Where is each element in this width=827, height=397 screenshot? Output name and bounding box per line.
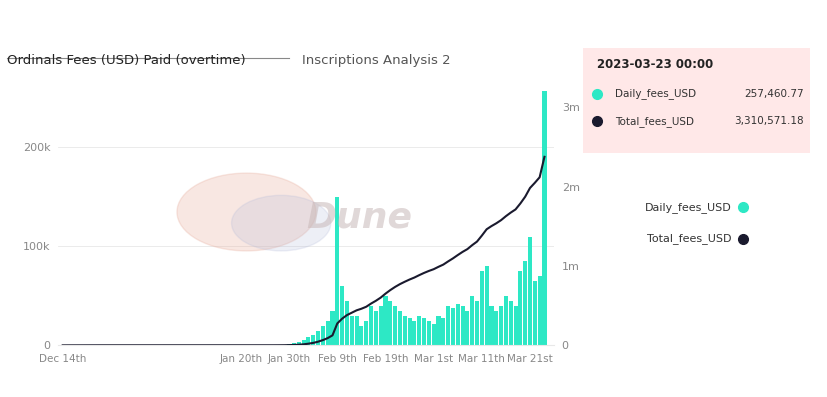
Text: Inscriptions Analysis 2: Inscriptions Analysis 2	[302, 54, 451, 67]
Bar	[364, 321, 368, 345]
Bar	[398, 311, 402, 345]
Bar	[422, 318, 426, 345]
Circle shape	[177, 173, 316, 251]
Bar	[528, 237, 532, 345]
Bar	[490, 306, 494, 345]
Text: 2023-03-23 00:00: 2023-03-23 00:00	[596, 58, 713, 71]
Bar	[451, 308, 455, 345]
Bar	[297, 343, 301, 345]
Bar	[321, 326, 325, 345]
Bar	[408, 318, 412, 345]
Circle shape	[232, 195, 331, 251]
Bar	[326, 321, 330, 345]
Text: 3,310,571.18: 3,310,571.18	[734, 116, 804, 126]
Bar	[514, 306, 518, 345]
Bar	[316, 331, 320, 345]
Bar	[379, 306, 383, 345]
Bar	[432, 324, 436, 345]
Bar	[504, 296, 508, 345]
Bar	[292, 343, 296, 345]
Bar	[355, 316, 359, 345]
Bar	[523, 261, 528, 345]
Bar	[331, 311, 335, 345]
Bar	[302, 341, 306, 345]
Bar	[475, 301, 479, 345]
Bar	[340, 286, 344, 345]
Bar	[384, 296, 388, 345]
Bar	[388, 301, 392, 345]
Bar	[335, 197, 339, 345]
Bar	[485, 266, 489, 345]
Bar	[519, 271, 523, 345]
Bar	[456, 304, 460, 345]
Bar	[461, 306, 465, 345]
Bar	[311, 335, 315, 345]
Bar	[393, 306, 397, 345]
Bar	[350, 316, 354, 345]
Bar	[499, 306, 503, 345]
Bar	[543, 91, 547, 345]
Bar	[446, 306, 450, 345]
Bar	[413, 321, 417, 345]
Bar	[369, 306, 373, 345]
Text: Total_fees_USD: Total_fees_USD	[647, 233, 731, 244]
Bar	[538, 276, 542, 345]
Bar	[306, 337, 310, 345]
Bar	[287, 344, 291, 345]
Bar	[509, 301, 513, 345]
Bar	[495, 311, 499, 345]
Text: Daily_fees_USD: Daily_fees_USD	[645, 202, 731, 212]
Bar	[480, 271, 484, 345]
Bar	[374, 311, 378, 345]
Bar	[470, 296, 474, 345]
Bar	[360, 326, 363, 345]
Text: Ordinals Fees (USD) Paid (overtime): Ordinals Fees (USD) Paid (overtime)	[7, 54, 246, 67]
Bar	[437, 316, 441, 345]
Bar	[427, 321, 431, 345]
Text: 257,460.77: 257,460.77	[744, 89, 804, 99]
Bar	[533, 281, 537, 345]
Bar	[466, 311, 470, 345]
Bar	[403, 316, 407, 345]
Text: Dune: Dune	[306, 200, 412, 235]
Bar	[442, 318, 445, 345]
Text: Daily_fees_USD: Daily_fees_USD	[614, 89, 696, 99]
Bar	[345, 301, 349, 345]
Bar	[417, 316, 421, 345]
Text: Total_fees_USD: Total_fees_USD	[614, 116, 694, 127]
